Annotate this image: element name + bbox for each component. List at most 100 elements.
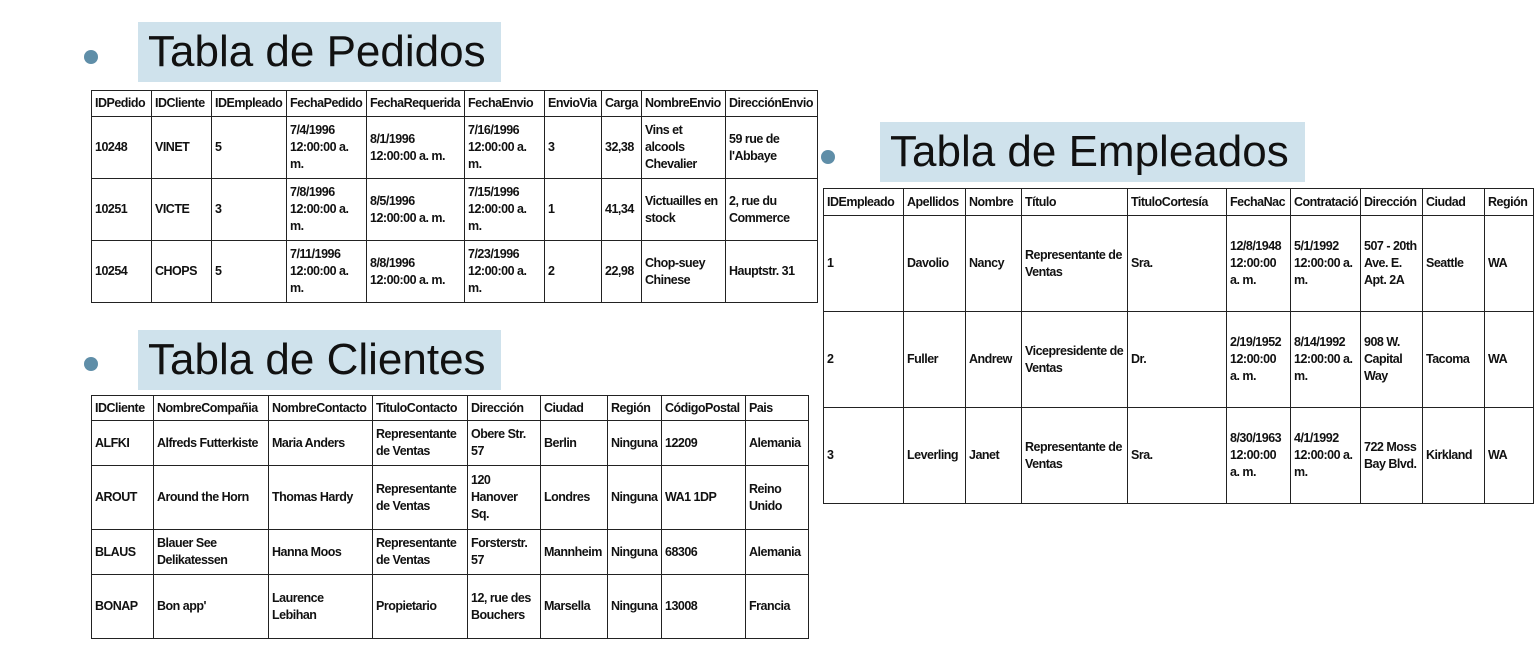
header-cell: IDCliente	[151, 90, 212, 117]
table-cell: WA	[1484, 215, 1534, 312]
table-cell: Representante de Ventas	[1021, 407, 1128, 504]
table-row: BONAP Bon app' Laurence Lebihan Propietario…	[91, 574, 809, 639]
table-cell: 32,38	[601, 116, 642, 179]
table-cell: VICTE	[151, 178, 212, 241]
header-cell: Región	[1484, 188, 1534, 216]
table-cell: Francia	[745, 574, 809, 639]
header-cell: NombreEnvio	[641, 90, 726, 117]
table-cell: Andrew	[965, 311, 1022, 408]
table-cell: Bon app'	[153, 574, 269, 639]
header-cell: Contratació	[1290, 188, 1361, 216]
header-cell: FechaNac	[1226, 188, 1291, 216]
header-cell: DirecciónEnvio	[725, 90, 818, 117]
table-cell: Sra.	[1127, 407, 1227, 504]
table-cell: 908 W. Capital Way	[1360, 311, 1423, 408]
table-cell: Alfreds Futterkiste	[153, 420, 269, 466]
bullet	[84, 357, 98, 371]
table-cell: WA1 1DP	[661, 465, 746, 530]
table-cell: 7/15/1996 12:00:00 a. m.	[464, 178, 545, 241]
header-cell: FechaPedido	[286, 90, 367, 117]
table-cell: 8/1/1996 12:00:00 a. m.	[366, 116, 465, 179]
table-cell: 1	[544, 178, 602, 241]
employees-table: IDEmpleado Apellidos Nombre Título TituloCor…	[823, 188, 1534, 504]
table-cell: 13008	[661, 574, 746, 639]
table-cell: 10251	[91, 178, 152, 241]
table-cell: Londres	[540, 465, 608, 530]
header-cell: CódigoPostal	[661, 395, 746, 421]
header-cell: Ciudad	[1422, 188, 1485, 216]
table-cell: 2, rue du Commerce	[725, 178, 818, 241]
header-cell: Pais	[745, 395, 809, 421]
table-cell: 7/23/1996 12:00:00 a. m.	[464, 240, 545, 303]
table-row: 1 Davolio Nancy Representante de Ventas Sra.…	[823, 215, 1534, 312]
table-cell: Representante de Ventas	[372, 465, 468, 530]
table-cell: 7/11/1996 12:00:00 a. m.	[286, 240, 367, 303]
table-cell: Vicepresidente de Ventas	[1021, 311, 1128, 408]
table-cell: ALFKI	[91, 420, 154, 466]
table-cell: Kirkland	[1422, 407, 1485, 504]
table-cell: 8/8/1996 12:00:00 a. m.	[366, 240, 465, 303]
table-cell: BLAUS	[91, 529, 154, 575]
table-cell: Thomas Hardy	[268, 465, 373, 530]
orders-table: IDPedido IDCliente IDEmpleado FechaPedido Fe…	[91, 90, 818, 303]
header-cell: Nombre	[965, 188, 1022, 216]
header-cell: IDEmpleado	[823, 188, 904, 216]
table-cell: 1	[823, 215, 904, 312]
table-cell: Ninguna	[607, 574, 662, 639]
table-cell: Fuller	[903, 311, 966, 408]
table-cell: WA	[1484, 407, 1534, 504]
table-cell: Around the Horn	[153, 465, 269, 530]
table-cell: 2/19/1952 12:00:00 a. m.	[1226, 311, 1291, 408]
table-cell: Representante de Ventas	[1021, 215, 1128, 312]
table-cell: Vins et alcools Chevalier	[641, 116, 726, 179]
table-cell: 7/4/1996 12:00:00 a. m.	[286, 116, 367, 179]
header-cell: NombreCompañia	[153, 395, 269, 421]
table-cell: Ninguna	[607, 420, 662, 466]
table-cell: Maria Anders	[268, 420, 373, 466]
table-cell: Nancy	[965, 215, 1022, 312]
table-cell: Davolio	[903, 215, 966, 312]
table-cell: Marsella	[540, 574, 608, 639]
table-cell: 2	[544, 240, 602, 303]
table-row: 2 Fuller Andrew Vicepresidente de Ventas Dr.…	[823, 311, 1534, 408]
header-cell: Título	[1021, 188, 1128, 216]
table-cell: Reino Unido	[745, 465, 809, 530]
header-cell: Apellidos	[903, 188, 966, 216]
section-title: Tabla de Pedidos	[138, 22, 501, 82]
table-cell: 22,98	[601, 240, 642, 303]
bullet	[821, 150, 835, 164]
table-cell: Hanna Moos	[268, 529, 373, 575]
table-cell: Seattle	[1422, 215, 1485, 312]
table-cell: Propietario	[372, 574, 468, 639]
header-cell: IDPedido	[91, 90, 152, 117]
table-cell: Obere Str. 57	[467, 420, 541, 466]
header-cell: Carga	[601, 90, 642, 117]
table-cell: BONAP	[91, 574, 154, 639]
table-cell: Laurence Lebihan	[268, 574, 373, 639]
header-cell: FechaRequerida	[366, 90, 465, 117]
table-row: ALFKI Alfreds Futterkiste Maria Anders Repr…	[91, 420, 809, 466]
table-cell: CHOPS	[151, 240, 212, 303]
table-cell: 8/14/1992 12:00:00 a. m.	[1290, 311, 1361, 408]
table-cell: 12209	[661, 420, 746, 466]
header-row: IDCliente NombreCompañia NombreContacto Tit…	[91, 395, 809, 421]
table-cell: 120 Hanover Sq.	[467, 465, 541, 530]
table-cell: Ninguna	[607, 465, 662, 530]
header-cell: NombreContacto	[268, 395, 373, 421]
header-cell: Región	[607, 395, 662, 421]
table-cell: 722 Moss Bay Blvd.	[1360, 407, 1423, 504]
table-cell: Victuailles en stock	[641, 178, 726, 241]
table-cell: 3	[823, 407, 904, 504]
table-cell: Forsterstr. 57	[467, 529, 541, 575]
table-cell: 7/16/1996 12:00:00 a. m.	[464, 116, 545, 179]
table-row: BLAUS Blauer See Delikatessen Hanna Moos Re…	[91, 529, 809, 575]
table-cell: Hauptstr. 31	[725, 240, 818, 303]
header-cell: Ciudad	[540, 395, 608, 421]
table-cell: 10248	[91, 116, 152, 179]
table-cell: Chop-suey Chinese	[641, 240, 726, 303]
table-cell: 5	[211, 240, 287, 303]
table-cell: 12, rue des Bouchers	[467, 574, 541, 639]
table-cell: 4/1/1992 12:00:00 a. m.	[1290, 407, 1361, 504]
